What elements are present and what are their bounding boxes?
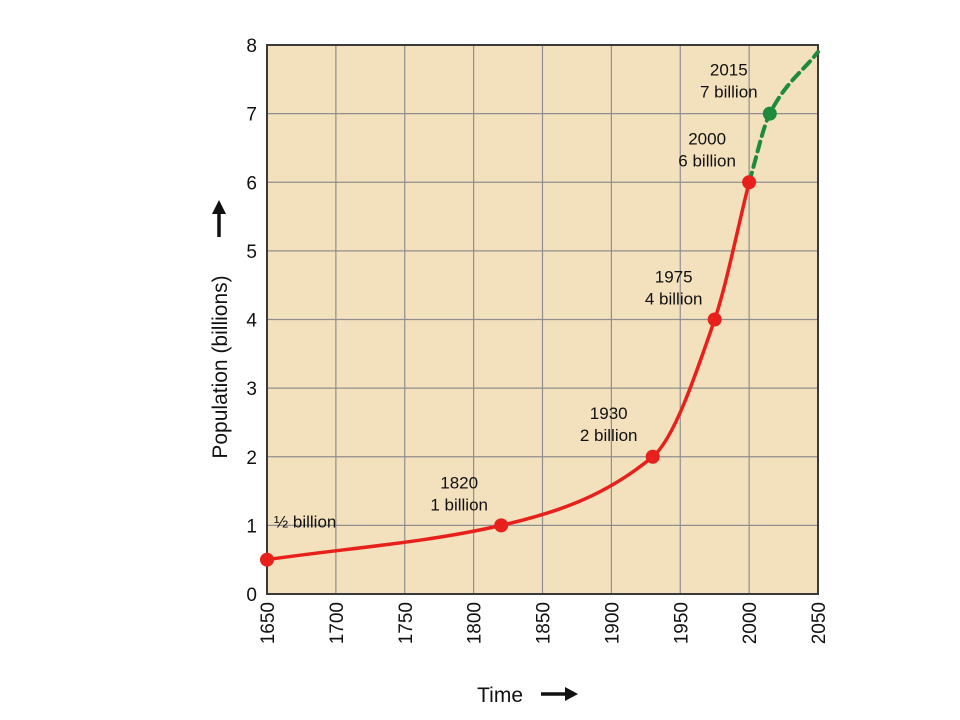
x-tick-label: 1900 [602, 602, 623, 644]
y-tick-label: 6 [246, 173, 257, 194]
y-tick-label: 4 [246, 311, 257, 332]
y-tick-label: 8 [246, 36, 257, 57]
data-point-label: 4 billion [645, 290, 703, 309]
data-point [494, 518, 509, 533]
x-tick-label: 1850 [534, 602, 555, 644]
y-tick-label: 7 [246, 105, 257, 126]
x-tick-label: 1700 [327, 602, 348, 644]
y-axis-arrow-icon [212, 200, 226, 237]
data-point-label: ½ billion [274, 513, 336, 532]
data-point-label: 7 billion [700, 83, 758, 102]
data-point [742, 175, 757, 190]
data-point-label: 1930 [590, 404, 628, 423]
y-axis-title: Population (billions) [209, 275, 232, 458]
y-tick-label: 0 [246, 585, 257, 606]
x-tick-label: 1650 [258, 602, 279, 644]
data-point-label: 2000 [688, 129, 726, 148]
data-point-label: 1975 [655, 268, 693, 287]
x-tick-label: 1800 [465, 602, 486, 644]
x-axis-arrow-icon [541, 687, 578, 701]
data-point-label: 1820 [440, 473, 478, 492]
y-tick-label: 3 [246, 379, 257, 400]
data-point [707, 312, 722, 327]
plot-area [266, 44, 819, 595]
data-point [645, 449, 660, 464]
series-layer [260, 49, 820, 567]
point-labels: ½ billion 1820 1 billion 1930 2 billion 1975 4… [274, 61, 758, 532]
data-point-label: 6 billion [678, 151, 736, 170]
projection-point [762, 106, 777, 121]
x-tick-label: 1750 [396, 602, 417, 644]
data-point-label: 2015 [710, 61, 748, 80]
x-axis-ticks: 1650 1700 1750 1800 1850 1900 1950 2000 2050 [258, 602, 830, 644]
data-point-label: 2 billion [580, 426, 638, 445]
data-point [260, 552, 274, 567]
population-line [265, 180, 751, 562]
x-axis-title: Time [477, 684, 523, 707]
y-tick-label: 1 [246, 516, 257, 537]
x-tick-label: 2050 [809, 602, 830, 644]
data-point-label: 1 billion [430, 495, 488, 514]
y-axis-ticks: 0 1 2 3 4 5 6 7 8 [246, 36, 257, 606]
x-tick-label: 2000 [740, 602, 761, 644]
plot-border [266, 44, 819, 595]
x-tick-label: 1950 [671, 602, 692, 644]
y-tick-label: 2 [246, 448, 257, 469]
y-tick-label: 5 [246, 242, 257, 263]
